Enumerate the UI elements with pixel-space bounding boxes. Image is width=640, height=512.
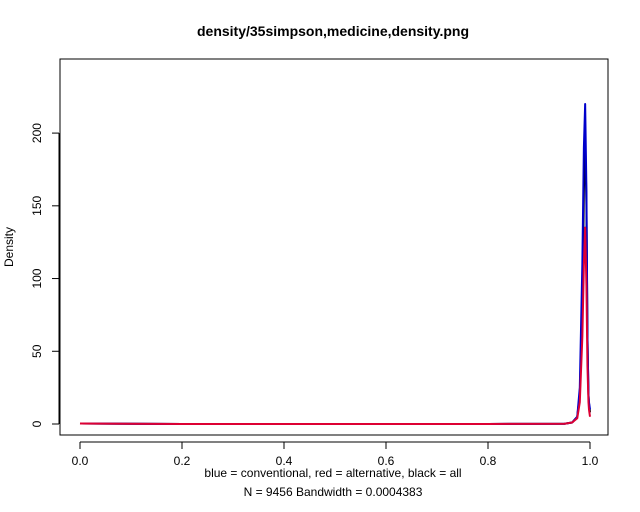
series-line-0 <box>79 132 591 425</box>
y-axis: 0 50 100 150 200 <box>30 123 60 427</box>
x-tick-label: 0.6 <box>378 454 395 468</box>
chart-title: density/35simpson,medicine,density.png <box>197 23 469 39</box>
y-tick-label: 0 <box>30 420 44 427</box>
y-tick-label: 200 <box>30 123 44 143</box>
x-tick-label: 0.0 <box>72 454 89 468</box>
y-tick-label: 50 <box>30 344 44 358</box>
x-axis-label-line1: blue = conventional, red = alternative, … <box>204 466 461 480</box>
y-tick-label: 100 <box>30 268 44 288</box>
y-tick-label: 150 <box>30 195 44 215</box>
plot-frame <box>59 58 609 436</box>
x-tick-label: 0.4 <box>276 454 293 468</box>
x-axis-label-line2: N = 9456 Bandwidth = 0.0004383 <box>244 485 423 499</box>
series-group <box>79 103 591 425</box>
x-axis: 0.0 0.2 0.4 0.6 0.8 1.0 <box>72 441 599 468</box>
x-tick-label: 1.0 <box>582 454 599 468</box>
x-tick-label: 0.8 <box>480 454 497 468</box>
y-axis-label: Density <box>2 227 16 267</box>
x-tick-label: 0.2 <box>174 454 191 468</box>
series-line-2 <box>79 226 591 425</box>
series-line-1 <box>79 103 591 425</box>
